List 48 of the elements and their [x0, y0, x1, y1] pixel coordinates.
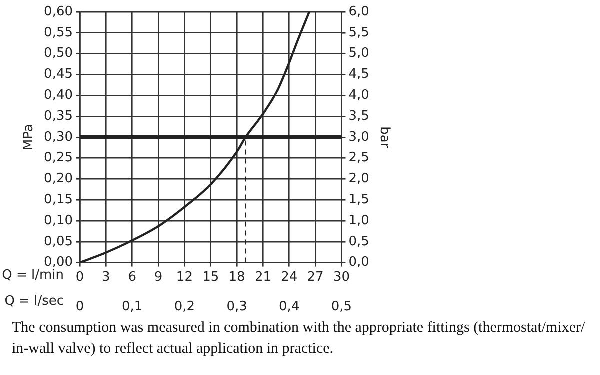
x-axis-title: Q = l/min: [2, 268, 64, 284]
y-tick-label: 0,30: [44, 130, 73, 145]
x2-tick-label: 0: [76, 300, 84, 315]
x-tick-label: 12: [176, 270, 193, 285]
y-tick-label: 0,10: [44, 213, 73, 228]
y-tick-label: 0,35: [44, 108, 73, 124]
x-tick-label: 30: [333, 270, 350, 285]
y2-tick-label: 0,5: [348, 234, 370, 250]
x-tick-label: 27: [307, 270, 324, 285]
x2-tick-label: 0,4: [279, 300, 300, 315]
x2-tick-label: 0,2: [174, 300, 196, 315]
x2-axis-title: Q = l/sec: [4, 294, 64, 309]
y-tick-label: 0,20: [44, 172, 73, 187]
y2-tick-label: 1,5: [348, 192, 370, 208]
y2-tick-label: 5,5: [348, 25, 370, 40]
y-tick-label: 0,05: [44, 234, 73, 250]
y2-tick-label: 5,0: [348, 46, 370, 62]
x-tick-label: 6: [128, 270, 136, 285]
x-tick-label: 24: [281, 270, 298, 285]
y-tick-label: 0,25: [44, 150, 73, 166]
y-tick-label: 0,15: [44, 192, 73, 208]
x-tick-label: 3: [102, 270, 110, 285]
x-tick-label: 15: [202, 270, 220, 285]
x2-tick-label: 0,5: [331, 300, 352, 315]
x2-tick-label: 0,1: [122, 300, 143, 315]
y2-tick-label: 4,5: [348, 67, 370, 82]
y2-tick-label: 3,5: [348, 108, 370, 124]
y-axis-title: MPa: [22, 124, 37, 151]
y2-tick-label: 6,0: [348, 4, 370, 20]
text: The consumption was measured in combination with the appropriate fittings (thermostat/mixer/ in-wall valve) to reflect actual application in practice.: [12, 319, 586, 359]
y-tick-label: 0,40: [44, 88, 73, 103]
y2-tick-label: 3,0: [348, 130, 370, 145]
x-tick-label: 21: [254, 270, 272, 285]
y-tick-label: 0,60: [44, 4, 73, 20]
y2-tick-label: 0,0: [348, 255, 370, 270]
y2-axis-title: bar: [376, 126, 392, 149]
x-tick-label: 18: [228, 270, 246, 285]
y-tick-label: 0,45: [44, 67, 73, 82]
y2-tick-label: 1,0: [348, 213, 370, 228]
x-tick-label: 0: [76, 270, 84, 285]
y-tick-label: 0,00: [44, 255, 73, 270]
y2-tick-label: 2,5: [348, 150, 370, 166]
y2-tick-label: 2,0: [348, 172, 370, 187]
x2-tick-label: 0,3: [226, 300, 248, 315]
y-tick-label: 0,55: [44, 25, 73, 40]
y-tick-label: 0,50: [44, 46, 73, 62]
x-tick-label: 9: [154, 270, 163, 285]
y2-tick-label: 4,0: [348, 88, 370, 103]
